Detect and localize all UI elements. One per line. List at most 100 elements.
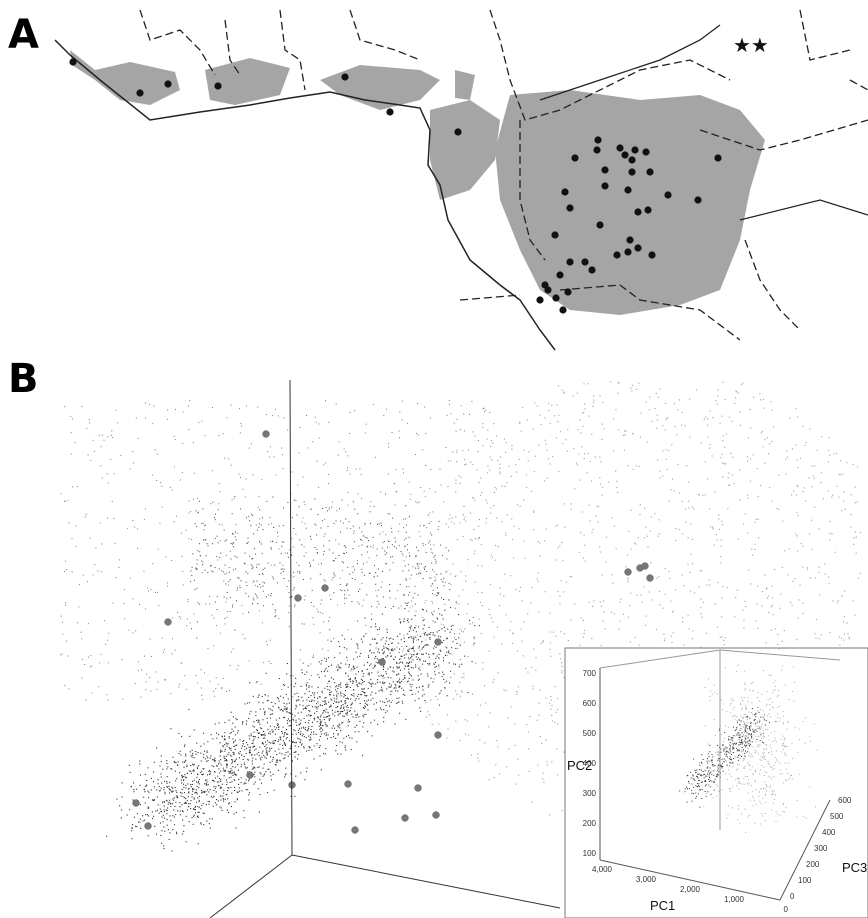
point	[153, 406, 154, 407]
point	[371, 686, 372, 687]
point	[322, 508, 323, 509]
point	[753, 773, 754, 774]
point	[164, 818, 165, 819]
point	[561, 580, 562, 581]
point	[441, 624, 442, 625]
point	[602, 487, 603, 488]
point	[239, 757, 240, 758]
point	[81, 632, 82, 633]
point	[557, 698, 558, 699]
point	[440, 573, 441, 574]
point	[259, 812, 260, 813]
point	[765, 794, 766, 795]
point	[407, 620, 408, 621]
point	[90, 666, 91, 667]
point	[751, 785, 752, 786]
point	[76, 525, 77, 526]
point	[400, 622, 401, 623]
point	[767, 691, 768, 692]
point	[309, 685, 310, 686]
point	[344, 594, 345, 595]
point	[416, 547, 417, 548]
point	[272, 713, 273, 714]
point	[782, 521, 783, 522]
point	[401, 681, 402, 682]
point	[404, 546, 405, 547]
point	[802, 545, 803, 546]
point	[803, 721, 804, 722]
point	[505, 533, 506, 534]
point	[771, 586, 772, 587]
point	[775, 680, 776, 681]
point	[627, 555, 628, 556]
point	[235, 569, 236, 570]
point	[336, 403, 337, 404]
point	[771, 500, 772, 501]
point	[236, 557, 237, 558]
point	[297, 515, 298, 516]
point	[199, 801, 200, 802]
point	[406, 646, 407, 647]
point	[548, 403, 549, 404]
point	[340, 683, 341, 684]
point	[111, 435, 112, 436]
point	[790, 602, 791, 603]
point	[258, 697, 259, 698]
point	[268, 695, 269, 696]
point	[344, 710, 345, 711]
point	[396, 548, 397, 549]
point	[145, 814, 146, 815]
point	[216, 765, 217, 766]
point	[414, 593, 415, 594]
point	[652, 421, 653, 422]
point	[709, 508, 710, 509]
point	[347, 467, 348, 468]
point	[518, 774, 519, 775]
point	[258, 720, 259, 721]
point	[99, 663, 100, 664]
point	[496, 518, 497, 519]
point	[105, 644, 106, 645]
point	[799, 729, 800, 730]
point	[792, 779, 793, 780]
point	[807, 567, 808, 568]
point	[427, 663, 428, 664]
point	[635, 637, 636, 638]
point	[547, 450, 548, 451]
point	[353, 666, 354, 667]
point	[257, 730, 258, 731]
point	[367, 662, 368, 663]
point	[382, 614, 383, 615]
sample-point	[345, 781, 352, 788]
point	[347, 705, 348, 706]
point	[247, 789, 248, 790]
point	[438, 636, 439, 637]
point	[314, 694, 315, 695]
point	[385, 534, 386, 535]
point	[388, 668, 389, 669]
point	[323, 621, 324, 622]
point	[550, 696, 551, 697]
point	[836, 453, 837, 454]
point	[174, 806, 175, 807]
point	[455, 491, 456, 492]
point	[217, 596, 218, 597]
point	[288, 581, 289, 582]
point	[672, 479, 673, 480]
point	[408, 663, 409, 664]
point	[841, 510, 842, 511]
point	[729, 788, 730, 789]
point	[733, 745, 734, 746]
point	[86, 514, 87, 515]
point	[450, 607, 451, 608]
point	[246, 789, 247, 790]
point	[118, 567, 119, 568]
point	[160, 773, 161, 774]
point	[344, 701, 345, 702]
point	[274, 565, 275, 566]
point	[218, 785, 219, 786]
point	[320, 723, 321, 724]
point	[147, 767, 148, 768]
point	[363, 692, 364, 693]
point	[750, 427, 751, 428]
